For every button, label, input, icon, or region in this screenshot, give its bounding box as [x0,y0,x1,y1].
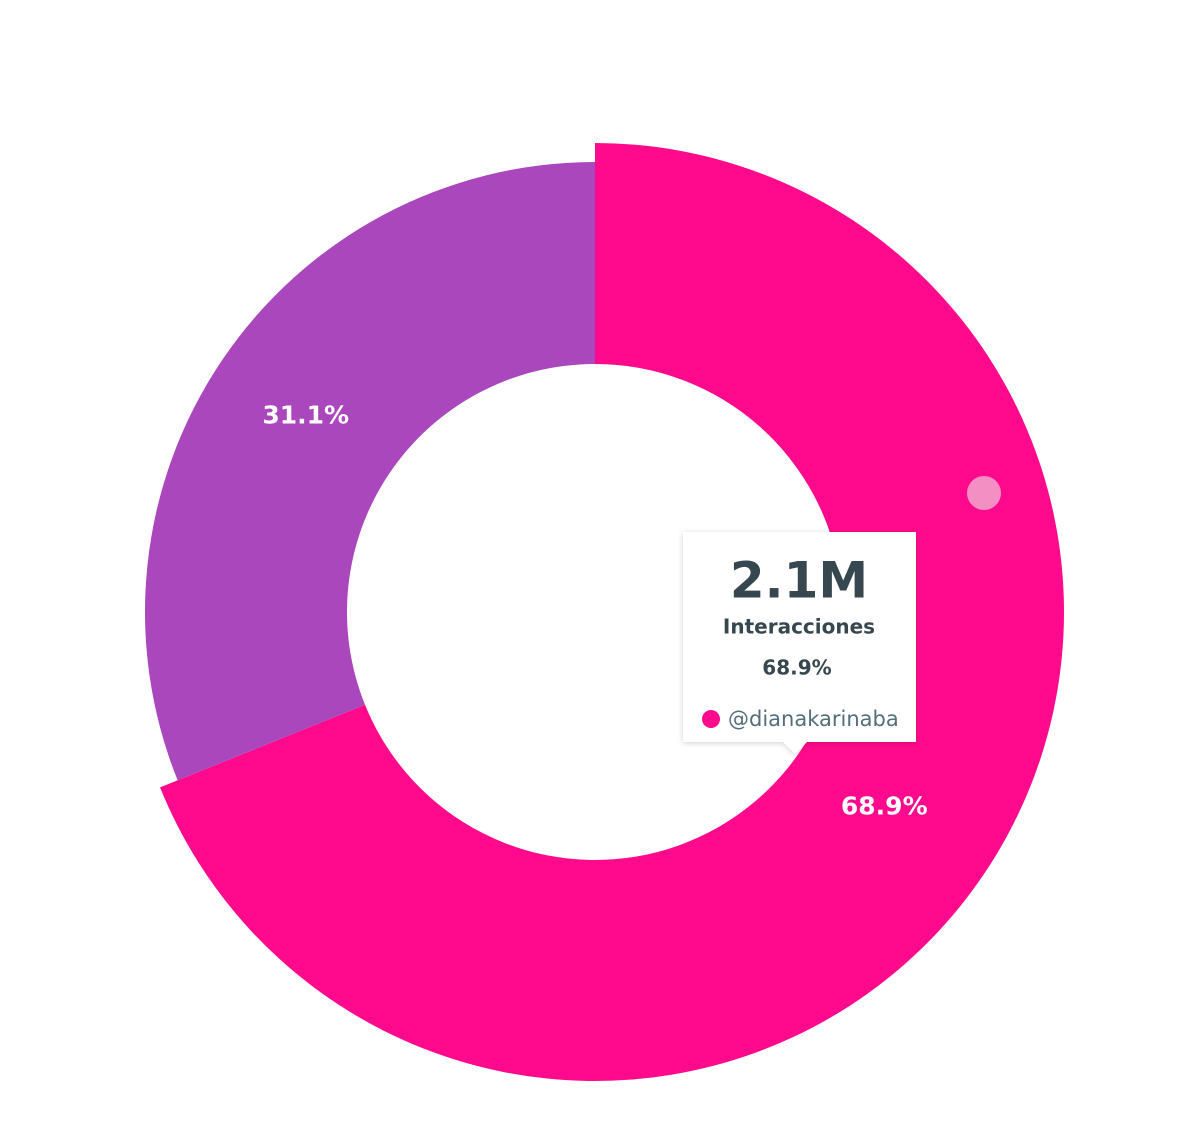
value-label: 31.1% [262,401,349,430]
tooltip-percent: 68.9% [762,656,831,680]
tooltip-series: @dianakarinaba [728,707,899,731]
tooltip-dot [702,710,720,728]
slice [145,162,595,781]
slices [145,143,1065,1081]
tooltip-value: 2.1M [730,552,868,610]
tooltip-box [683,532,916,742]
tooltip-pointer [783,742,807,754]
labels: 68.9% 31.1% [262,401,927,821]
hover-marker [967,476,1001,510]
value-label: 68.9% [841,791,928,820]
tooltip-metric: Interacciones [723,615,875,639]
tooltip [683,532,916,754]
slice [160,143,1065,1081]
